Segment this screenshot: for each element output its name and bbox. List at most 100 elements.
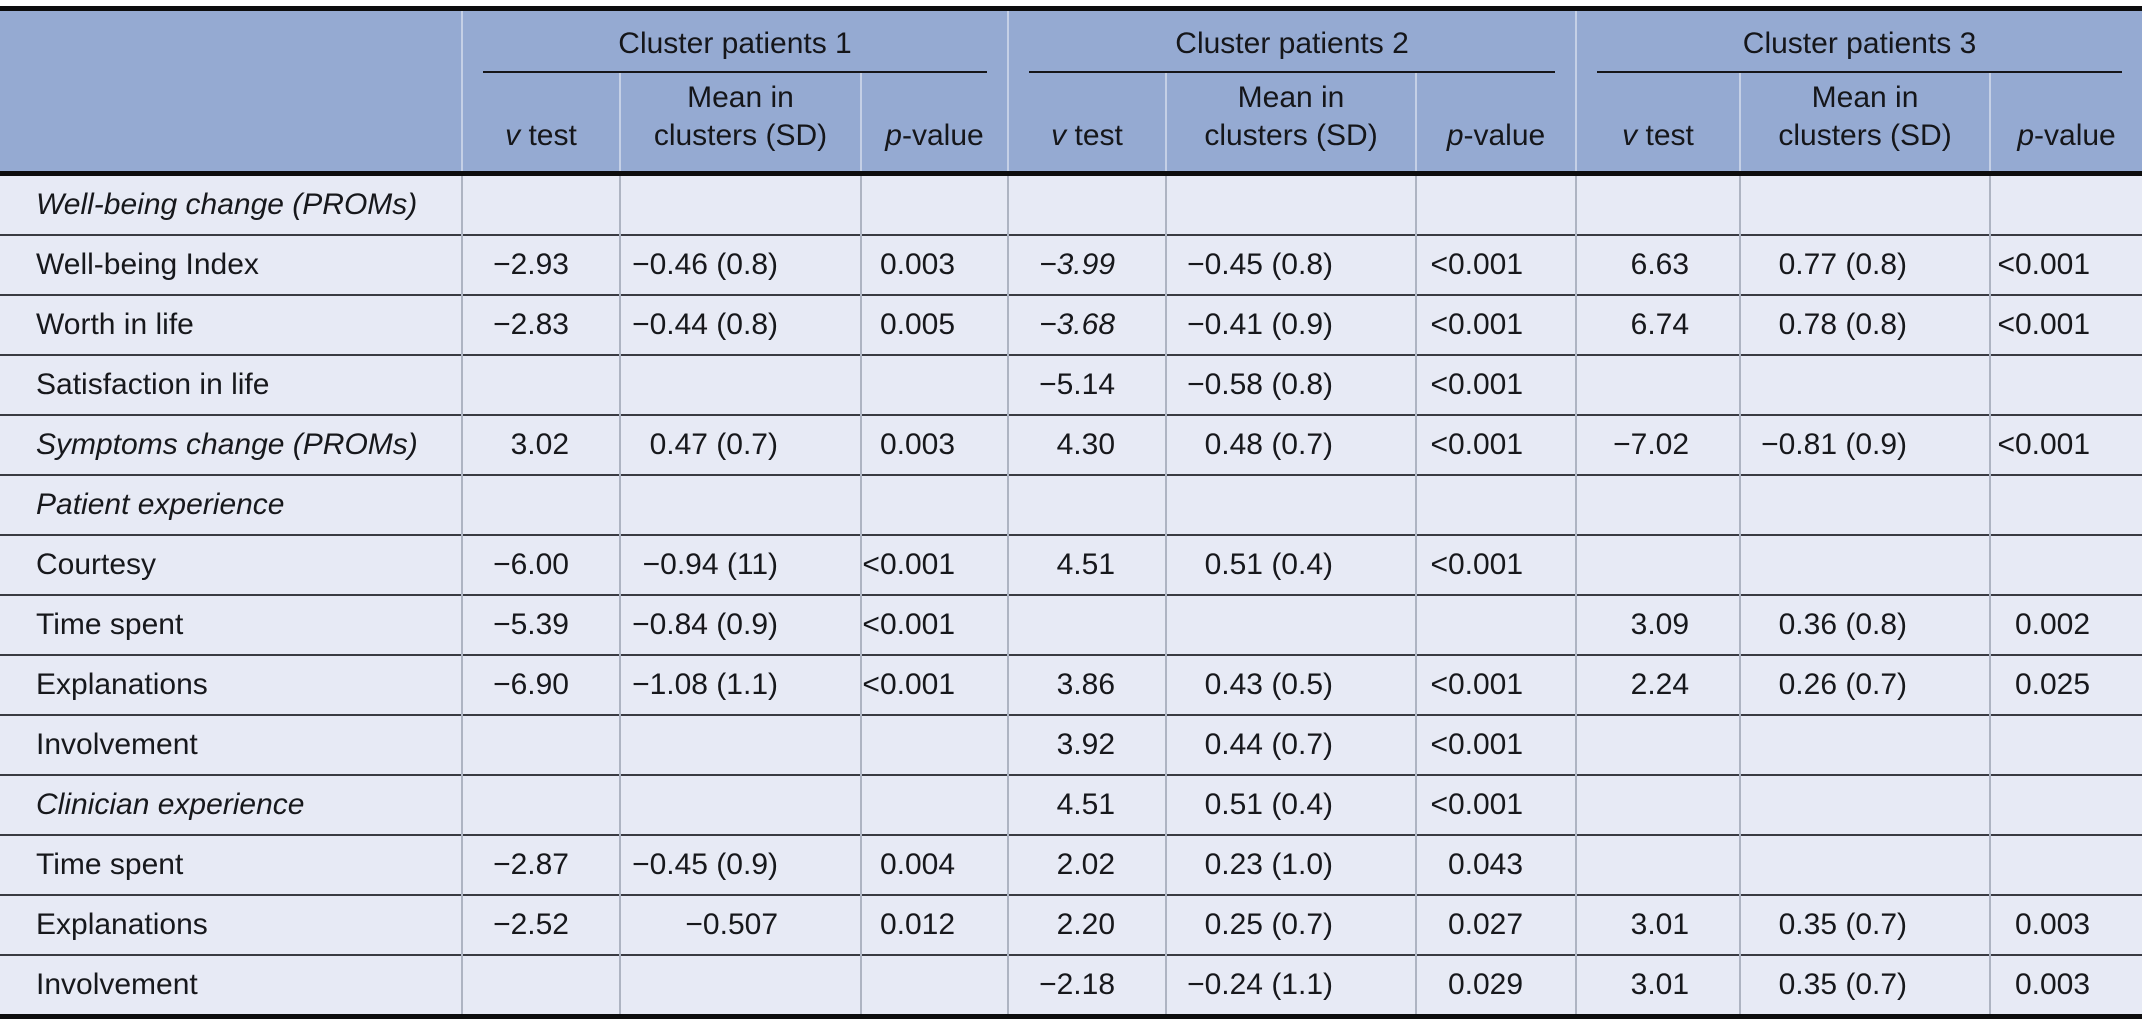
stub-header-cell [0,8,462,173]
value-cell-mean [1165,594,1417,655]
value-cell-p-value: <0.001 [1415,414,1577,475]
value-cell-p-value: <0.001 [1415,654,1577,715]
table-row: Explanations −2.52 −0.507 0.012 2.20 0.25 (0.… [0,894,2142,955]
value-cell-p-value: <0.001 [859,594,1009,655]
value-cell-v-test: 2.20 [1007,894,1167,955]
value-cell-mean: −0.94 (11) [619,534,861,595]
row-label: Patient experience [0,474,462,535]
value-cell-v-test: 6.63 [1575,234,1741,295]
value-cell-v-test: 3.01 [1575,954,1741,1016]
value-cell-p-value: 0.043 [1415,834,1577,895]
value-cell-mean: −0.46 (0.8) [619,234,861,295]
value-cell-mean: 0.77 (0.8) [1739,234,1991,295]
row-label: Time spent [0,834,462,895]
value-cell-mean: −0.41 (0.9) [1165,294,1417,355]
value-cell-v-test: 4.51 [1007,774,1167,835]
value-cell-mean [619,714,861,775]
value-cell-v-test [1575,173,1741,235]
value-cell-p-value [859,354,1009,415]
value-cell-v-test: −7.02 [1575,414,1741,475]
value-cell-mean: 0.26 (0.7) [1739,654,1991,715]
value-cell-mean [1739,474,1991,535]
value-cell-p-value: <0.001 [1415,294,1577,355]
group-header-cluster-2: Cluster patients 2 [1007,8,1577,73]
subheader-pvalue-1: p-value [859,72,1009,173]
value-cell-v-test [1575,774,1741,835]
value-cell-p-value [1415,173,1577,235]
value-cell-p-value [859,954,1009,1016]
table-row: Clinician experience 4.51 0.51 (0.4) <0.001 [0,774,2142,835]
value-cell-v-test [461,774,620,835]
value-cell-v-test: −6.00 [461,534,620,595]
row-label: Involvement [0,954,462,1016]
value-cell-p-value: 0.003 [859,234,1009,295]
value-cell-mean: 0.51 (0.4) [1165,774,1417,835]
value-cell-v-test [461,354,620,415]
value-cell-mean: −0.24 (1.1) [1165,954,1417,1016]
value-cell-p-value: <0.001 [1415,534,1577,595]
value-cell-p-value [1989,173,2142,235]
value-cell-p-value [859,714,1009,775]
value-cell-v-test [1007,594,1167,655]
value-cell-p-value: <0.001 [859,534,1009,595]
value-cell-p-value: <0.001 [1989,294,2142,355]
value-cell-p-value [1415,594,1577,655]
value-cell-v-test: −3.68 [1007,294,1167,355]
value-cell-v-test [461,173,620,235]
value-cell-v-test [1575,714,1741,775]
value-cell-mean [1739,834,1991,895]
value-cell-p-value: 0.029 [1415,954,1577,1016]
value-cell-p-value [859,173,1009,235]
value-cell-p-value: 0.003 [1989,894,2142,955]
value-cell-p-value: 0.025 [1989,654,2142,715]
value-cell-mean [1739,534,1991,595]
value-cell-v-test [1007,173,1167,235]
value-cell-mean: 0.51 (0.4) [1165,534,1417,595]
value-cell-p-value: 0.005 [859,294,1009,355]
cluster-statistics-table: Cluster patients 1 Cluster patients 2 Cl… [0,6,2142,1019]
value-cell-mean: 0.23 (1.0) [1165,834,1417,895]
value-cell-p-value [859,474,1009,535]
value-cell-mean [619,474,861,535]
row-label: Courtesy [0,534,462,595]
value-cell-mean: 0.78 (0.8) [1739,294,1991,355]
group-header-row: Cluster patients 1 Cluster patients 2 Cl… [0,8,2142,173]
table-row: Involvement 3.92 0.44 (0.7) <0.001 [0,714,2142,775]
row-label: Clinician experience [0,774,462,835]
row-label: Worth in life [0,294,462,355]
group-header-cluster-3: Cluster patients 3 [1575,8,2142,73]
value-cell-v-test: 3.02 [461,414,620,475]
value-cell-v-test: −2.93 [461,234,620,295]
value-cell-mean: −0.81 (0.9) [1739,414,1991,475]
value-cell-mean [619,173,861,235]
row-label: Symptoms change (PROMs) [0,414,462,475]
value-cell-v-test [461,954,620,1016]
value-cell-v-test [1007,474,1167,535]
value-cell-mean: 0.25 (0.7) [1165,894,1417,955]
group-label: Cluster patients 2 [1029,15,1556,73]
value-cell-v-test: 2.24 [1575,654,1741,715]
value-cell-p-value: <0.001 [1989,414,2142,475]
value-cell-mean [1739,173,1991,235]
value-cell-p-value: <0.001 [1989,234,2142,295]
table-header: Cluster patients 1 Cluster patients 2 Cl… [0,8,2142,173]
table-row: Well-being Index −2.93 −0.46 (0.8) 0.003 −3.… [0,234,2142,295]
subheader-mean-3: Mean in clusters (SD) [1739,72,1991,173]
value-cell-v-test: −2.18 [1007,954,1167,1016]
value-cell-p-value: <0.001 [1415,714,1577,775]
value-cell-mean: −1.08 (1.1) [619,654,861,715]
sub-header-row: v test Mean in clusters (SD) p-value v te… [0,72,2142,173]
value-cell-mean [1739,774,1991,835]
value-cell-v-test: 6.74 [1575,294,1741,355]
value-cell-v-test: 3.92 [1007,714,1167,775]
value-cell-v-test: −5.39 [461,594,620,655]
value-cell-mean: 0.47 (0.7) [619,414,861,475]
row-label: Explanations [0,654,462,715]
row-label: Well-being change (PROMs) [0,173,462,235]
group-label: Cluster patients 1 [483,15,988,73]
value-cell-mean [1739,714,1991,775]
value-cell-p-value: <0.001 [859,654,1009,715]
value-cell-p-value: <0.001 [1415,354,1577,415]
value-cell-p-value: <0.001 [1415,774,1577,835]
row-label: Satisfaction in life [0,354,462,415]
